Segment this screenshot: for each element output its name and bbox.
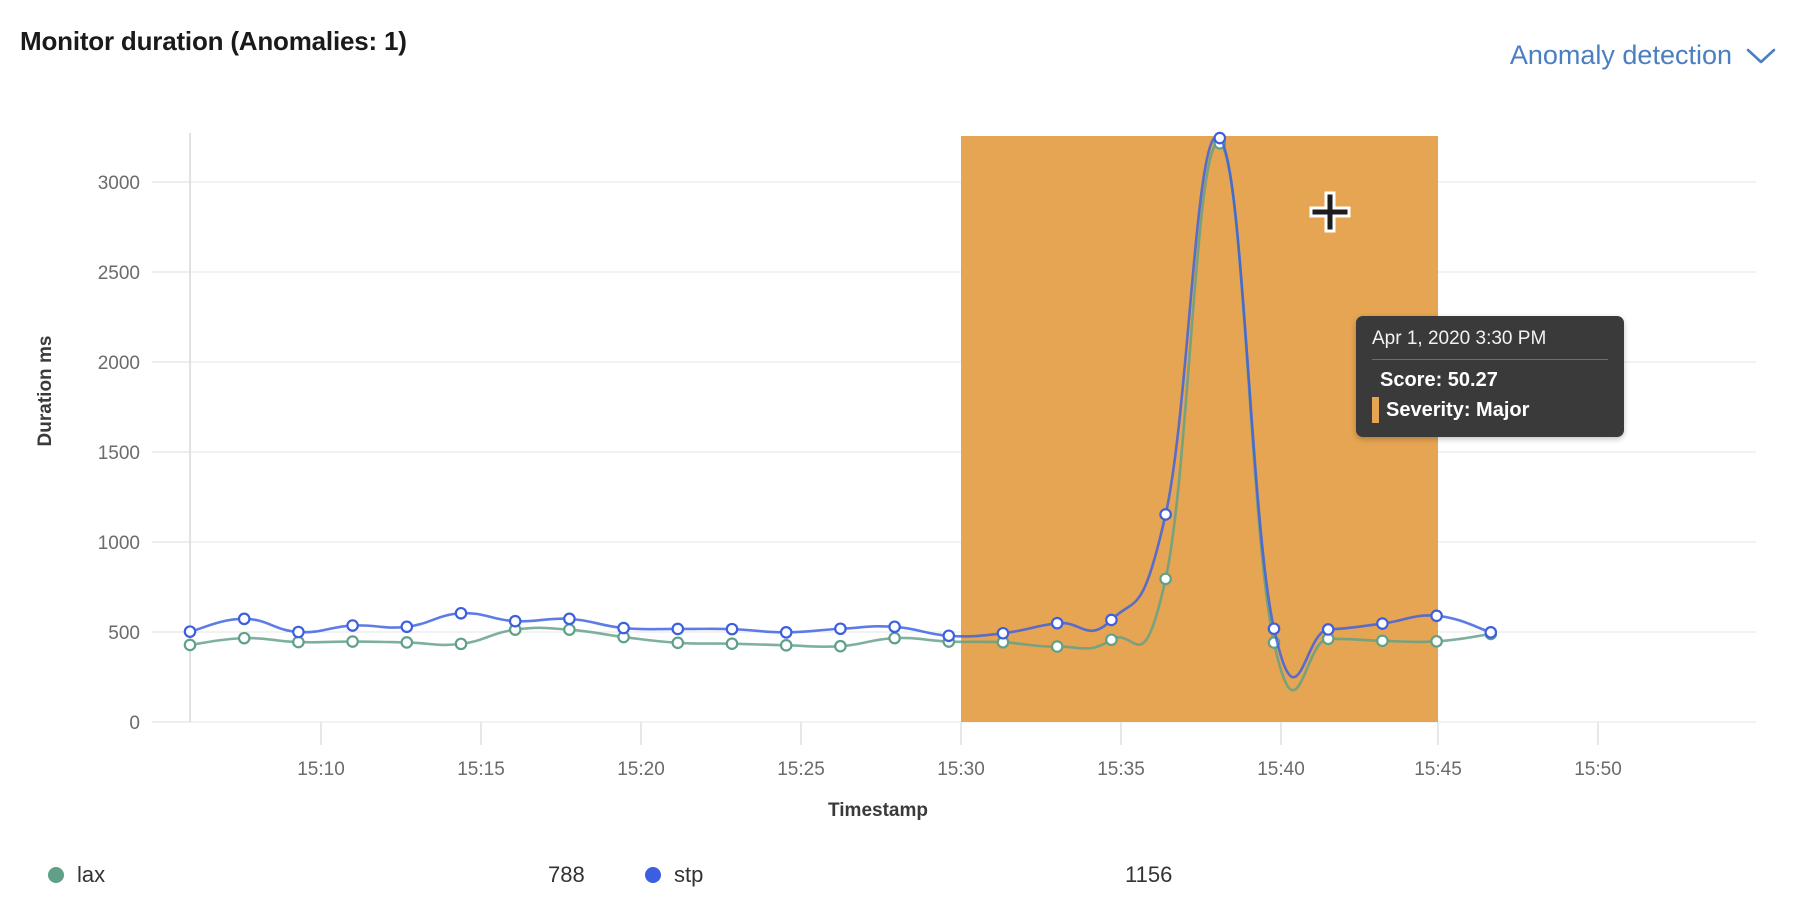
y-tick-label: 2000 xyxy=(98,353,140,374)
legend-value-lax: 788 xyxy=(548,862,585,887)
data-point-stp[interactable] xyxy=(400,620,414,634)
legend-value-stp: 1156 xyxy=(1125,862,1173,887)
data-point-lax[interactable] xyxy=(1376,634,1389,648)
data-point-stp[interactable] xyxy=(454,606,468,620)
y-axis-title: Duration ms xyxy=(35,335,56,447)
data-point-stp[interactable] xyxy=(1430,609,1443,623)
y-tick-label: 2500 xyxy=(98,263,140,284)
data-point-stp[interactable] xyxy=(1267,622,1281,636)
data-point-lax[interactable] xyxy=(346,635,359,648)
data-point-stp[interactable] xyxy=(779,626,793,639)
x-tick-label: 15:35 xyxy=(1097,759,1145,780)
data-point-lax[interactable] xyxy=(1105,633,1118,647)
y-tick-marks xyxy=(152,181,190,723)
data-point-lax[interactable] xyxy=(400,636,414,649)
severity-color-swatch xyxy=(1372,397,1379,423)
data-point-stp[interactable] xyxy=(1050,616,1064,630)
x-tick-label: 15:45 xyxy=(1414,759,1462,780)
x-tick-label: 15:10 xyxy=(297,759,345,780)
page-title: Monitor duration (Anomalies: 1) xyxy=(20,26,407,56)
y-tick-label: 500 xyxy=(108,623,140,644)
data-point-stp[interactable] xyxy=(996,626,1010,640)
data-point-stp[interactable] xyxy=(1105,613,1118,627)
legend-label-stp: stp xyxy=(674,862,704,887)
x-tick-label: 15:50 xyxy=(1574,759,1622,780)
data-point-lax[interactable] xyxy=(671,636,685,650)
data-point-lax[interactable] xyxy=(292,635,305,649)
legend-item-lax[interactable]: lax xyxy=(48,862,105,888)
data-point-lax[interactable] xyxy=(563,623,576,636)
tooltip-timestamp: Apr 1, 2020 3:30 PM xyxy=(1372,328,1608,360)
data-point-lax[interactable] xyxy=(454,637,468,651)
data-point-lax[interactable] xyxy=(725,637,739,650)
tooltip-severity-row: Severity: Major xyxy=(1372,397,1608,423)
data-point-stp[interactable] xyxy=(942,629,956,643)
data-point-stp[interactable] xyxy=(725,622,739,636)
data-point-stp[interactable] xyxy=(888,620,901,634)
y-tick-labels: 3000 2500 2000 1500 1000 500 0 xyxy=(98,173,140,734)
x-axis-title: Timestamp xyxy=(828,800,928,821)
data-point-stp[interactable] xyxy=(1484,626,1498,639)
data-point-lax[interactable] xyxy=(779,639,793,652)
series-layer xyxy=(183,131,1498,692)
x-tick-label: 15:25 xyxy=(777,759,825,780)
x-tick-marks xyxy=(320,722,1599,745)
data-point-stp[interactable] xyxy=(563,612,576,626)
legend-swatch-stp xyxy=(645,867,661,883)
data-point-stp[interactable] xyxy=(237,612,251,626)
chart-header: Monitor duration (Anomalies: 1) Anomaly … xyxy=(0,0,1800,100)
data-point-stp[interactable] xyxy=(292,625,305,639)
anomaly-detection-dropdown[interactable]: Anomaly detection xyxy=(1510,40,1776,71)
data-point-lax[interactable] xyxy=(1159,572,1172,586)
tooltip-score: Score: 50.27 xyxy=(1380,369,1498,391)
x-tick-labels: 15:10 15:15 15:20 15:25 15:30 15:35 15:4… xyxy=(297,759,1622,780)
anomaly-tooltip: Apr 1, 2020 3:30 PM Score: 50.27 Severit… xyxy=(1356,316,1624,437)
x-tick-label: 15:20 xyxy=(617,759,665,780)
data-point-lax[interactable] xyxy=(1430,635,1443,648)
y-tick-label: 0 xyxy=(129,713,140,734)
data-point-stp[interactable] xyxy=(1321,623,1335,636)
data-point-stp[interactable] xyxy=(1213,131,1227,145)
data-point-stp[interactable] xyxy=(183,625,197,638)
data-point-stp[interactable] xyxy=(346,619,359,632)
chart-legend: lax 788 stp 1156 xyxy=(0,860,1800,910)
tooltip-severity: Severity: Major xyxy=(1386,398,1530,421)
x-tick-label: 15:40 xyxy=(1257,759,1305,780)
y-tick-label: 1500 xyxy=(98,443,140,464)
data-point-lax[interactable] xyxy=(1050,640,1064,653)
legend-swatch-lax xyxy=(48,867,64,883)
data-point-stp[interactable] xyxy=(617,621,630,635)
data-point-stp[interactable] xyxy=(834,622,847,636)
anomaly-detection-label: Anomaly detection xyxy=(1509,40,1732,70)
chevron-down-icon xyxy=(1746,48,1776,63)
data-point-lax[interactable] xyxy=(834,639,847,653)
y-tick-label: 3000 xyxy=(98,173,140,194)
data-point-stp[interactable] xyxy=(1376,617,1389,630)
x-tick-label: 15:30 xyxy=(937,759,985,780)
data-point-lax[interactable] xyxy=(183,638,197,652)
data-point-stp[interactable] xyxy=(1159,508,1172,521)
data-point-lax[interactable] xyxy=(237,631,251,645)
data-point-lax[interactable] xyxy=(888,631,901,645)
data-point-stp[interactable] xyxy=(508,614,522,628)
y-tick-label: 1000 xyxy=(98,533,140,554)
data-point-stp[interactable] xyxy=(671,622,685,636)
legend-item-stp[interactable]: stp xyxy=(645,862,703,888)
x-tick-label: 15:15 xyxy=(457,759,505,780)
legend-label-lax: lax xyxy=(77,862,106,887)
